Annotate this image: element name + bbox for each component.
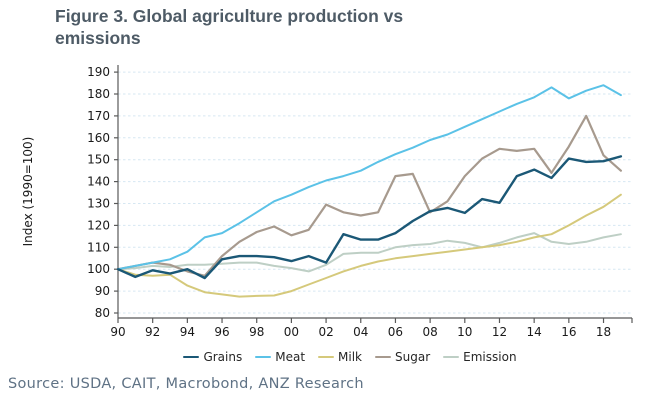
source-text: Source: USDA, CAIT, Macrobond, ANZ Resea… <box>8 376 364 392</box>
svg-text:90: 90 <box>110 325 125 339</box>
svg-text:100: 100 <box>87 262 110 276</box>
svg-text:110: 110 <box>87 240 110 254</box>
svg-text:02: 02 <box>318 325 333 339</box>
svg-text:10: 10 <box>457 325 472 339</box>
legend-label-meat: Meat <box>275 350 306 364</box>
svg-text:04: 04 <box>353 325 368 339</box>
svg-text:18: 18 <box>596 325 611 339</box>
svg-text:170: 170 <box>87 109 110 123</box>
svg-text:160: 160 <box>87 131 110 145</box>
svg-text:12: 12 <box>492 325 507 339</box>
legend-item-grains: Grains <box>183 350 242 364</box>
chart-legend: Grains Meat Milk Sugar Emission <box>70 348 630 366</box>
series-line-sugar <box>116 114 623 277</box>
series-line-milk <box>117 193 622 298</box>
svg-text:92: 92 <box>145 325 160 339</box>
legend-item-milk: Milk <box>318 350 362 364</box>
svg-text:90: 90 <box>95 284 110 298</box>
svg-text:08: 08 <box>422 325 437 339</box>
legend-label-milk: Milk <box>338 350 363 364</box>
svg-text:Index (1990=100): Index (1990=100) <box>21 137 35 247</box>
legend-item-sugar: Sugar <box>375 350 430 364</box>
svg-text:98: 98 <box>249 325 264 339</box>
svg-text:14: 14 <box>527 325 542 339</box>
svg-text:16: 16 <box>561 325 576 339</box>
legend-swatch-meat <box>255 355 272 359</box>
legend-swatch-sugar <box>375 355 392 359</box>
svg-text:94: 94 <box>180 325 195 339</box>
svg-text:150: 150 <box>87 153 110 167</box>
series-line-grains <box>116 155 623 280</box>
svg-text:140: 140 <box>87 175 110 189</box>
legend-item-meat: Meat <box>255 350 305 364</box>
svg-text:130: 130 <box>87 197 110 211</box>
svg-text:120: 120 <box>87 218 110 232</box>
svg-text:06: 06 <box>388 325 403 339</box>
svg-text:96: 96 <box>214 325 229 339</box>
legend-swatch-grains <box>183 355 200 359</box>
legend-label-sugar: Sugar <box>395 350 431 364</box>
legend-item-emission: Emission <box>443 350 517 364</box>
figure-title: Figure 3. Global agriculture production … <box>55 6 404 48</box>
svg-text:190: 190 <box>87 65 110 79</box>
legend-swatch-milk <box>318 355 335 359</box>
svg-text:80: 80 <box>95 306 110 320</box>
series-line-emission <box>117 232 622 273</box>
legend-label-grains: Grains <box>203 350 243 364</box>
svg-text:180: 180 <box>87 87 110 101</box>
legend-swatch-emission <box>443 355 460 359</box>
svg-text:00: 00 <box>284 325 299 339</box>
legend-label-emission: Emission <box>463 350 517 364</box>
series-line-meat <box>117 84 622 271</box>
